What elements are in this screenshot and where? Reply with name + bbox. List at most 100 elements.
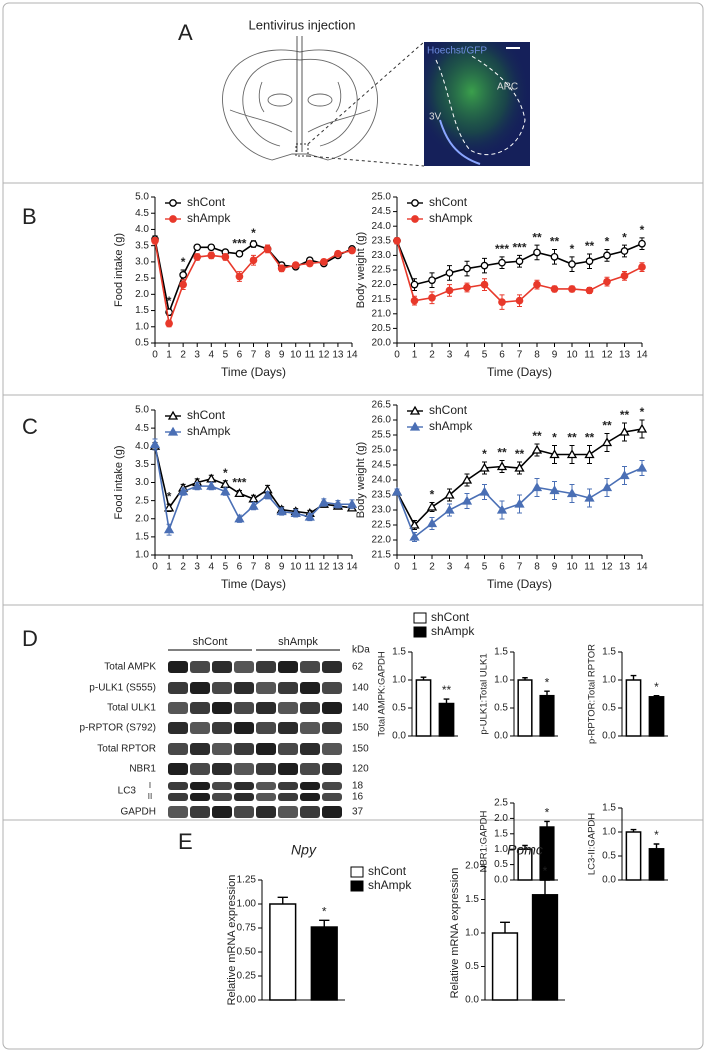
x-tick-label: 1 xyxy=(412,562,418,573)
legend-marker xyxy=(409,405,421,415)
x-axis-label: Time (Days) xyxy=(221,365,286,379)
y-tick-label: 5.0 xyxy=(135,405,149,416)
y-axis-label: Body weight (g) xyxy=(355,442,367,518)
y-axis-label: Total AMPK:GAPDH xyxy=(377,651,388,737)
annotation: ** xyxy=(515,447,525,461)
y-tick-label: 1.5 xyxy=(494,828,508,839)
legend-label: shCont xyxy=(431,610,470,624)
x-tick-label: 5 xyxy=(482,350,488,361)
y-tick-label: 3.0 xyxy=(135,477,149,488)
blot-band xyxy=(212,743,232,755)
annotation: * xyxy=(167,489,172,503)
y-tick-label: 22.0 xyxy=(372,279,392,290)
blot-band xyxy=(234,793,254,801)
annotation: * xyxy=(482,447,487,461)
x-tick-label: 3 xyxy=(447,350,453,361)
y-tick-label: 1.5 xyxy=(602,647,616,658)
x-tick-label: 13 xyxy=(619,350,631,361)
y-tick-label: 22.0 xyxy=(372,535,392,546)
blot-band xyxy=(300,661,320,673)
blot-kda: 150 xyxy=(352,744,369,755)
annotation: ** xyxy=(497,446,507,460)
bar xyxy=(531,894,559,1001)
annotation: * xyxy=(543,864,548,878)
y-tick-label: 1.0 xyxy=(602,827,616,838)
annotation: * xyxy=(552,431,557,445)
legend-swatch xyxy=(413,612,427,624)
annotation: * xyxy=(322,904,327,918)
marker xyxy=(149,439,161,449)
y-tick-label: 2.0 xyxy=(135,513,149,524)
y-tick-label: 25.0 xyxy=(372,192,392,203)
marker xyxy=(426,501,438,511)
error-bar xyxy=(319,919,330,928)
blot-band xyxy=(234,743,254,755)
y-axis-label: p-ULK1:Total ULK1 xyxy=(479,653,490,734)
blot-band xyxy=(234,702,254,714)
annotation: * xyxy=(640,223,645,237)
y-tick-label: 4.0 xyxy=(135,224,149,235)
y-tick-label: 23.5 xyxy=(372,235,392,246)
x-tick-label: 4 xyxy=(209,562,215,573)
marker xyxy=(444,504,455,514)
x-tick-label: 8 xyxy=(265,562,271,573)
blot-unit: kDa xyxy=(352,645,370,656)
blot-group-label: shCont xyxy=(193,636,228,648)
annotation: * xyxy=(251,226,256,240)
marker xyxy=(479,486,490,496)
marker xyxy=(568,260,576,269)
bar xyxy=(625,679,642,737)
zoom-box xyxy=(295,143,309,157)
y-tick-label: 4.5 xyxy=(135,208,149,219)
x-tick-label: 2 xyxy=(180,562,186,573)
bar xyxy=(415,679,432,737)
marker xyxy=(163,524,175,534)
blot-kda: 18 xyxy=(352,781,364,792)
x-tick-label: 7 xyxy=(251,562,257,573)
y-tick-label: 26.0 xyxy=(372,415,392,426)
marker xyxy=(346,498,358,508)
legend-label: shAmpk xyxy=(429,211,473,225)
marker xyxy=(220,486,231,496)
blot-band xyxy=(322,682,342,694)
marker xyxy=(393,236,401,245)
blot-band xyxy=(168,682,188,694)
y-tick-label: 2.5 xyxy=(135,495,149,506)
legend-label: shAmpk xyxy=(368,878,412,892)
marker xyxy=(277,264,286,273)
bar xyxy=(517,848,533,881)
y-tick-label: 2.0 xyxy=(135,289,149,300)
x-tick-label: 3 xyxy=(194,350,200,361)
x-tick-label: 8 xyxy=(534,562,540,573)
marker xyxy=(619,426,630,436)
marker xyxy=(234,513,245,523)
annotation: * xyxy=(167,294,172,308)
blot-band xyxy=(300,793,320,801)
blot-band xyxy=(256,806,276,818)
marker xyxy=(638,239,646,248)
marker xyxy=(515,296,524,305)
y-axis-label: Food intake (g) xyxy=(113,233,125,307)
y-tick-label: 0.50 xyxy=(237,947,257,958)
bar xyxy=(625,831,642,881)
x-tick-label: 13 xyxy=(332,350,344,361)
y-tick-label: 2.0 xyxy=(465,861,479,872)
blot-band xyxy=(322,793,342,801)
blot-band xyxy=(256,782,276,790)
x-tick-label: 11 xyxy=(305,562,316,573)
micrograph-label: Hoechst/GFP xyxy=(427,46,487,57)
annotation: ** xyxy=(532,429,542,443)
legend-marker xyxy=(409,421,421,431)
marker xyxy=(445,269,454,277)
x-tick-label: 9 xyxy=(279,350,285,361)
marker xyxy=(445,286,454,295)
y-tick-label: 1.0 xyxy=(494,844,508,855)
blot-band xyxy=(300,743,320,755)
marker xyxy=(531,482,543,492)
legend-marker xyxy=(167,426,179,436)
y-tick-label: 0.75 xyxy=(237,923,257,934)
y-tick-label: 25.0 xyxy=(372,445,392,456)
y-tick-label: 25.5 xyxy=(372,430,392,441)
x-tick-label: 1 xyxy=(412,350,418,361)
